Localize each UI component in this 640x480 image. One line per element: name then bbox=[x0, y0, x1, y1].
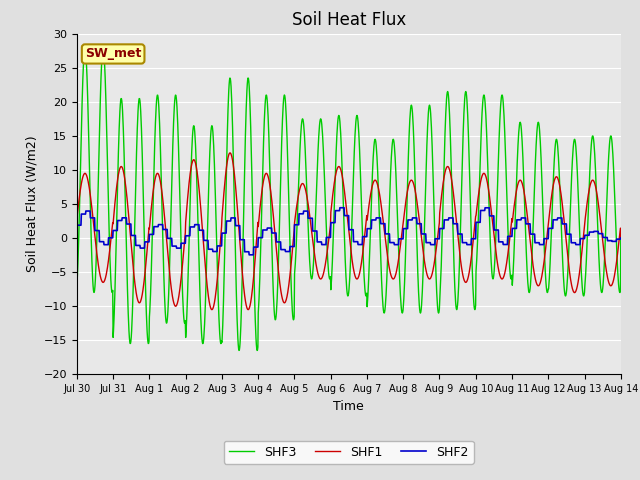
SHF2 bbox=[617, 235, 625, 241]
SHF3 bbox=[553, 137, 561, 143]
SHF1 bbox=[255, 212, 263, 217]
SHF1 bbox=[226, 150, 234, 156]
SHF1 bbox=[244, 307, 252, 312]
Line: SHF3: SHF3 bbox=[77, 48, 621, 350]
SHF1 bbox=[434, 233, 442, 239]
SHF1 bbox=[553, 174, 561, 180]
Legend: SHF3, SHF1, SHF2: SHF3, SHF1, SHF2 bbox=[224, 441, 474, 464]
SHF1 bbox=[505, 243, 513, 249]
SHF1 bbox=[617, 235, 625, 241]
SHF1 bbox=[73, 216, 81, 222]
SHF2 bbox=[180, 240, 188, 246]
SHF2 bbox=[336, 205, 344, 211]
SHF3 bbox=[255, 287, 263, 292]
Title: Soil Heat Flux: Soil Heat Flux bbox=[292, 11, 406, 29]
Line: SHF1: SHF1 bbox=[77, 153, 621, 310]
SHF3 bbox=[617, 235, 625, 241]
SHF3 bbox=[181, 320, 189, 326]
Y-axis label: Soil Heat Flux (W/m2): Soil Heat Flux (W/m2) bbox=[25, 136, 38, 272]
X-axis label: Time: Time bbox=[333, 400, 364, 413]
SHF3 bbox=[505, 251, 513, 256]
SHF3 bbox=[434, 307, 442, 312]
SHF3 bbox=[195, 227, 202, 232]
SHF2 bbox=[255, 235, 263, 240]
SHF2 bbox=[434, 236, 442, 241]
SHF2 bbox=[245, 252, 253, 258]
Line: SHF2: SHF2 bbox=[77, 208, 621, 255]
SHF2 bbox=[505, 233, 513, 239]
SHF2 bbox=[73, 222, 81, 228]
SHF2 bbox=[194, 222, 202, 228]
SHF1 bbox=[194, 174, 202, 180]
SHF2 bbox=[553, 217, 561, 223]
SHF3 bbox=[73, 284, 81, 289]
Text: SW_met: SW_met bbox=[85, 48, 141, 60]
SHF3 bbox=[253, 348, 261, 353]
SHF1 bbox=[180, 239, 188, 244]
SHF3 bbox=[81, 45, 89, 50]
